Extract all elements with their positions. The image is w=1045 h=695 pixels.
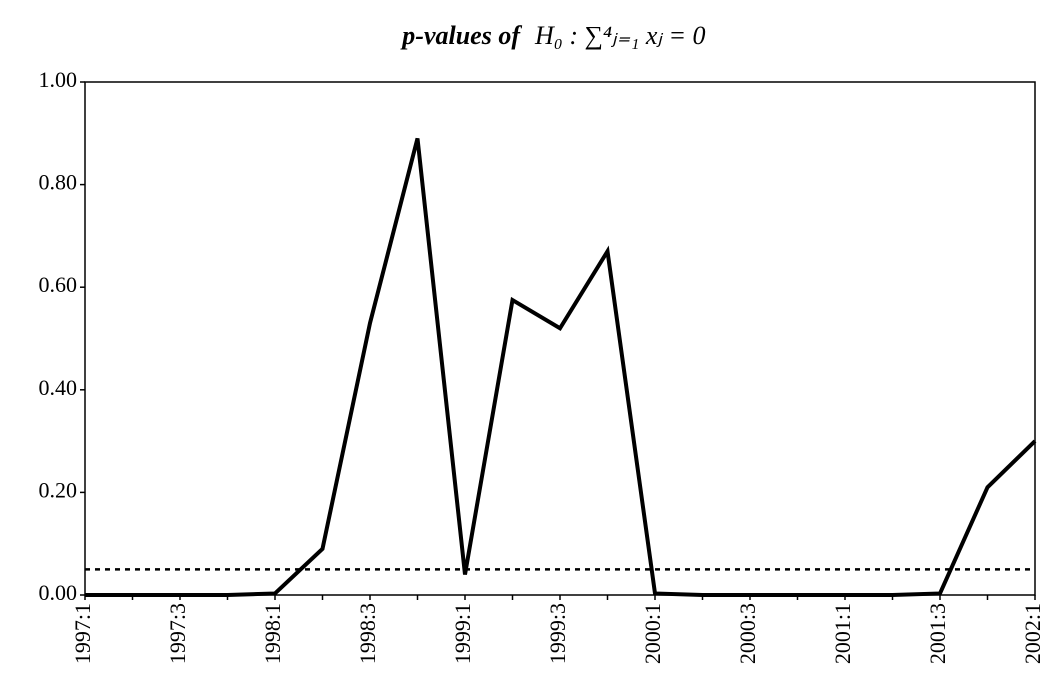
- x-tick-label: 2002:1: [1020, 603, 1045, 664]
- x-tick-label: 2000:1: [640, 603, 665, 664]
- x-tick-label: 2000:3: [735, 603, 760, 664]
- x-tick-label: 1998:3: [355, 603, 380, 664]
- y-tick-label: 1.00: [39, 67, 78, 92]
- x-tick-label: 1997:1: [70, 603, 95, 664]
- chart-title-formula: H₀ : ∑⁴ⱼ₌₁ xⱼ = 0: [534, 21, 706, 50]
- x-tick-label: 1998:1: [260, 603, 285, 664]
- y-tick-label: 0.80: [39, 170, 78, 195]
- series-line: [85, 137, 1037, 597]
- x-tick-label: 1999:1: [450, 603, 475, 664]
- x-tick-label: 1999:3: [545, 603, 570, 664]
- chart-title: p-values of: [400, 21, 522, 50]
- x-tick-label: 2001:3: [925, 603, 950, 664]
- y-tick-label: 0.20: [39, 477, 78, 502]
- x-tick-label: 2001:1: [830, 603, 855, 664]
- y-tick-label: 0.40: [39, 375, 78, 400]
- y-tick-label: 0.60: [39, 272, 78, 297]
- y-tick-label: 0.00: [39, 580, 78, 605]
- plot-frame: [84, 81, 1036, 596]
- x-tick-label: 1997:3: [165, 603, 190, 664]
